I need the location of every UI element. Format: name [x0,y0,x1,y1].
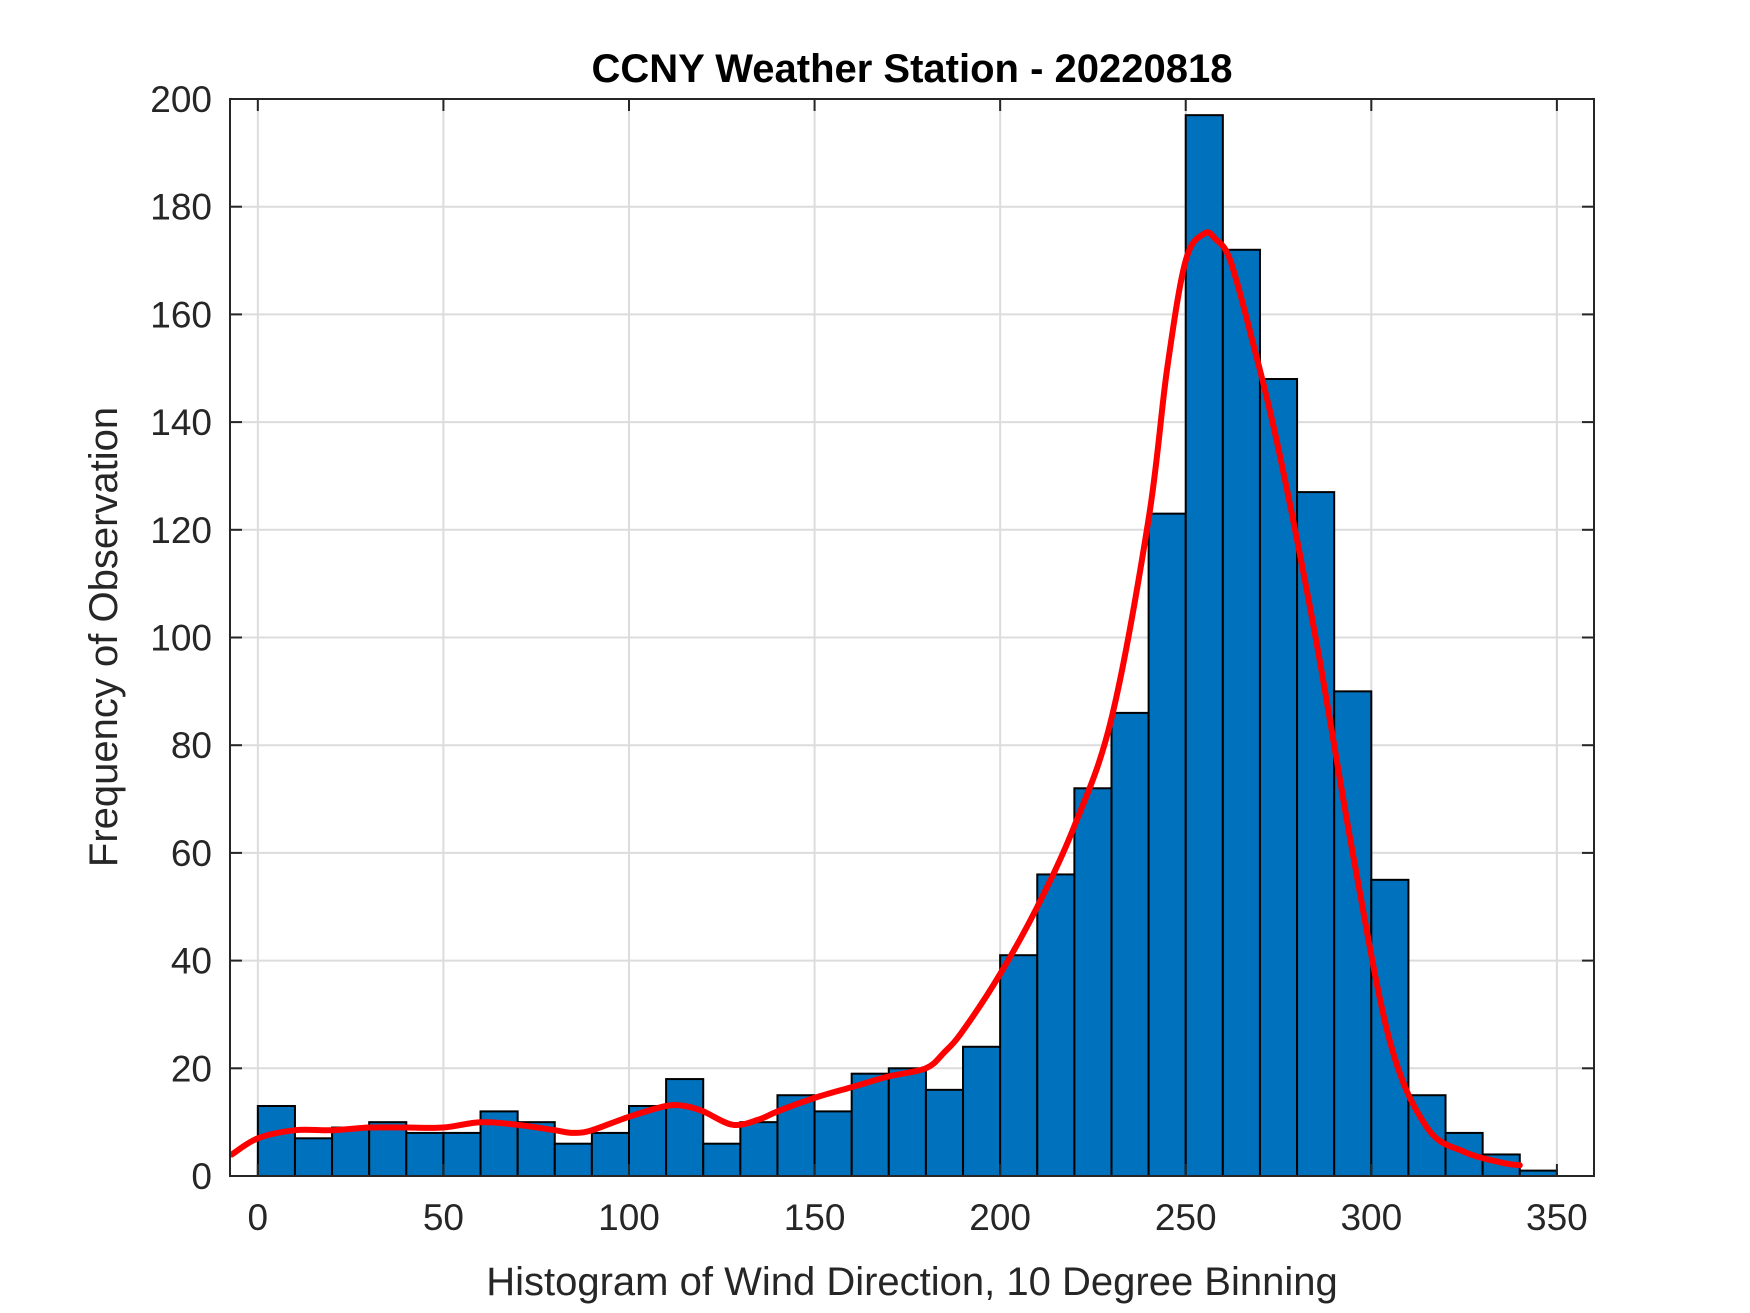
y-tick-label: 100 [150,618,212,659]
histogram-bar [256,1104,296,1177]
histogram-bar [739,1121,779,1178]
histogram-bar [813,1110,853,1178]
x-tick-label: 100 [598,1197,660,1238]
y-tick-label: 40 [171,941,212,982]
x-tick-label: 50 [423,1197,464,1238]
histogram-bar [702,1142,742,1177]
x-tick-label: 150 [784,1197,846,1238]
x-tick-label: 350 [1526,1197,1588,1238]
histogram-bar [1370,878,1410,1177]
histogram-bar [887,1067,927,1178]
y-tick-label: 80 [171,725,212,766]
histogram-bars [256,114,1558,1178]
histogram-bar [1036,873,1076,1177]
x-tick-label: 0 [248,1197,269,1238]
histogram-bar [1073,787,1113,1178]
histogram-bar [293,1137,334,1178]
x-tick-label: 300 [1340,1197,1402,1238]
histogram-bar [442,1131,482,1178]
axis-ticks [230,98,1594,1177]
x-tick-labels: 0 50 100 150 200 250 300 350 [248,1197,1588,1238]
histogram-bar [331,1126,371,1178]
histogram-bar [1110,711,1150,1177]
histogram-bar [1296,491,1336,1178]
x-tick-label: 200 [969,1197,1031,1238]
x-axis-label: Histogram of Wind Direction, 10 Degree B… [486,1260,1338,1304]
histogram-bar [1221,248,1261,1177]
histogram-bar [1147,512,1187,1177]
histogram-bar [1184,114,1224,1177]
histogram-bar [962,1045,1002,1178]
histogram-bar [553,1142,593,1177]
histogram-bar [368,1121,408,1178]
histogram-bar [999,954,1039,1178]
x-tick-label: 250 [1155,1197,1217,1238]
y-tick-label: 180 [150,187,212,228]
chart-title: CCNY Weather Station - 20220818 [592,47,1233,91]
y-tick-label: 120 [150,510,212,551]
y-axis-label: Frequency of Observation [82,407,126,867]
y-tick-label: 0 [191,1156,212,1197]
y-tick-label: 20 [171,1048,212,1089]
y-tick-label: 200 [150,79,212,120]
fit-curve [228,229,1523,1169]
y-tick-labels: 0 20 40 60 80 100 120 140 160 180 200 [150,79,212,1197]
y-tick-label: 140 [150,402,212,443]
histogram-bar [665,1078,705,1177]
histogram-bar [590,1131,630,1178]
y-tick-label: 60 [171,833,212,874]
histogram-bar [850,1072,890,1178]
y-tick-label: 160 [150,294,212,335]
histogram-bar [924,1088,965,1177]
histogram-bar [405,1131,445,1178]
